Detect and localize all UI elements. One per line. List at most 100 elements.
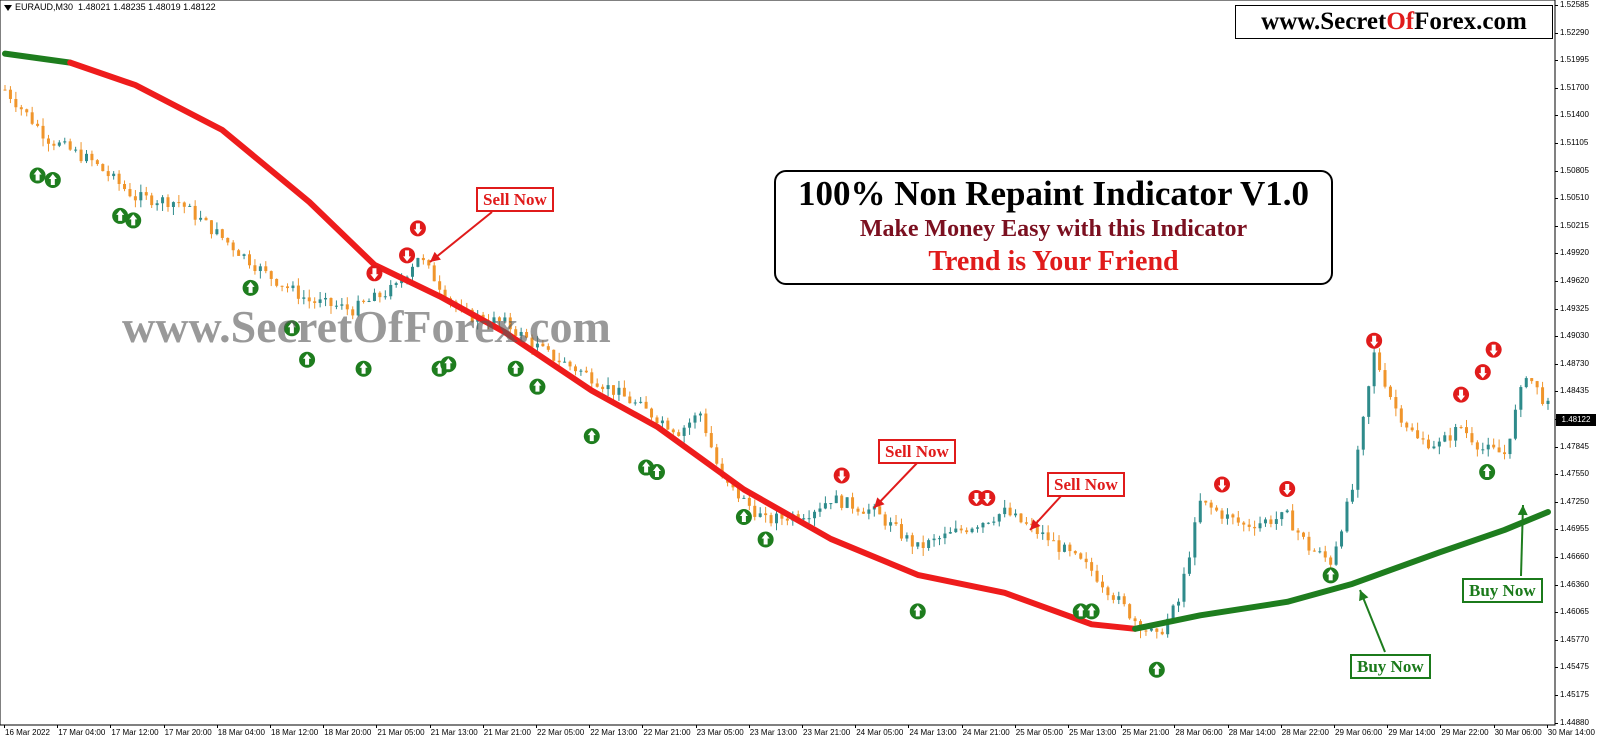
candle-body (1334, 546, 1338, 565)
trend-line-segment (2, 50, 74, 66)
candle-body (736, 487, 740, 499)
candle-body (639, 401, 643, 403)
candle-body (584, 370, 588, 373)
time-axis-tick (695, 725, 697, 728)
time-axis-tick (589, 725, 591, 728)
candle-body (1274, 519, 1278, 524)
candle-body (1084, 558, 1088, 563)
price-axis-label: 1.52290 (1555, 27, 1589, 37)
buy-arrow-icon-glyph (511, 362, 520, 374)
candle-body (324, 297, 328, 300)
price-axis[interactable]: 1.52585 1.52290 1.51995 1.51700 1.51400 1.511… (1554, 0, 1600, 745)
candle-body (1426, 439, 1430, 449)
candle-body (1095, 570, 1099, 582)
price-axis-label: 1.49325 (1555, 303, 1589, 313)
candle-body (30, 112, 34, 124)
candle-body (280, 285, 284, 287)
candle-body (177, 202, 181, 204)
buy-arrow-icon-glyph (1076, 605, 1085, 617)
candle-body (291, 285, 295, 289)
candle-body (74, 149, 78, 151)
candle-body (182, 202, 186, 207)
candle-body (1340, 531, 1344, 547)
candle-body (1307, 536, 1311, 551)
buy-arrow-icon-glyph (642, 461, 651, 473)
candle-body (1475, 442, 1479, 450)
candle-body (1486, 444, 1490, 450)
sell-pointer-2-head (874, 497, 885, 508)
candle-body (1356, 449, 1360, 490)
buy-arrow-icon (1083, 603, 1100, 620)
candle-body (666, 420, 670, 430)
time-axis-tick (270, 725, 271, 728)
candle-body (677, 432, 681, 436)
candle-body (242, 254, 246, 256)
time-axis-tick (1227, 725, 1229, 728)
candle-body (112, 173, 116, 177)
candle-body (139, 192, 143, 201)
time-axis-label: 18 Mar 04:00 (217, 728, 265, 737)
time-axis-tick (1174, 725, 1176, 728)
candle-body (1285, 510, 1289, 513)
candle-body (1247, 524, 1251, 527)
candle-body (775, 513, 778, 524)
trend-line-layer (2, 50, 1551, 632)
buy-arrow-icon-glyph (116, 209, 125, 221)
candle-body (389, 284, 393, 297)
buy-arrow-icon-glyph (1483, 466, 1492, 478)
candle-body (150, 195, 154, 206)
price-axis-label: 1.51105 (1554, 138, 1589, 147)
candle-body (899, 524, 903, 539)
buy-arrow-icon (125, 212, 142, 229)
candle-body (1052, 540, 1056, 542)
candle-body (1350, 489, 1354, 502)
candle-body (535, 343, 539, 348)
time-axis-tick (642, 725, 644, 728)
price-axis-label: 1.50510 (1555, 193, 1589, 203)
candle-body (296, 285, 300, 299)
candle-body (845, 497, 849, 508)
candle-body (910, 535, 914, 547)
candle-body (57, 142, 61, 146)
candle-body (275, 278, 279, 286)
candle-body (1117, 596, 1121, 600)
candle-body (1535, 381, 1539, 388)
candle-body (1111, 595, 1115, 600)
time-axis-label: 22 Mar 21:00 (643, 728, 691, 737)
candle-body (14, 98, 18, 108)
candle-body (226, 237, 230, 243)
price-axis-label: 1.44880 (1555, 717, 1589, 727)
candle-body (1024, 522, 1028, 524)
time-axis-label: 21 Mar 21:00 (483, 728, 531, 737)
candle-body (1296, 530, 1300, 533)
candle-body (1345, 501, 1349, 532)
candle-body (970, 528, 974, 533)
candle-body (519, 331, 523, 336)
time-axis-label: 29 Mar 06:00 (1335, 728, 1383, 737)
buy-arrow-icon-glyph (246, 281, 255, 293)
candle-body (421, 257, 425, 261)
candle-body (1122, 596, 1126, 605)
candle-body (552, 349, 556, 361)
candle-body (427, 260, 431, 266)
candle-body (269, 271, 273, 279)
price-axis-label: 1.51995 (1555, 55, 1589, 65)
buy-arrow-icon-glyph (33, 169, 42, 181)
time-axis-tick (1493, 725, 1495, 728)
candle-body (231, 242, 235, 251)
collapse-triangle-icon[interactable] (4, 4, 12, 11)
candle-body (1193, 522, 1197, 558)
candle-body (1220, 510, 1224, 519)
candle-body (959, 528, 963, 531)
time-axis-label: 17 Mar 12:00 (111, 728, 159, 737)
candle-body (171, 202, 175, 207)
candle-body (1388, 386, 1392, 398)
candle-body (1182, 573, 1186, 602)
candle-body (215, 229, 219, 235)
candle-body (128, 189, 132, 197)
buy-arrow-icon-glyph (1152, 663, 1161, 675)
candle-body (1225, 514, 1229, 519)
price-axis-label: 1.46360 (1555, 579, 1589, 589)
